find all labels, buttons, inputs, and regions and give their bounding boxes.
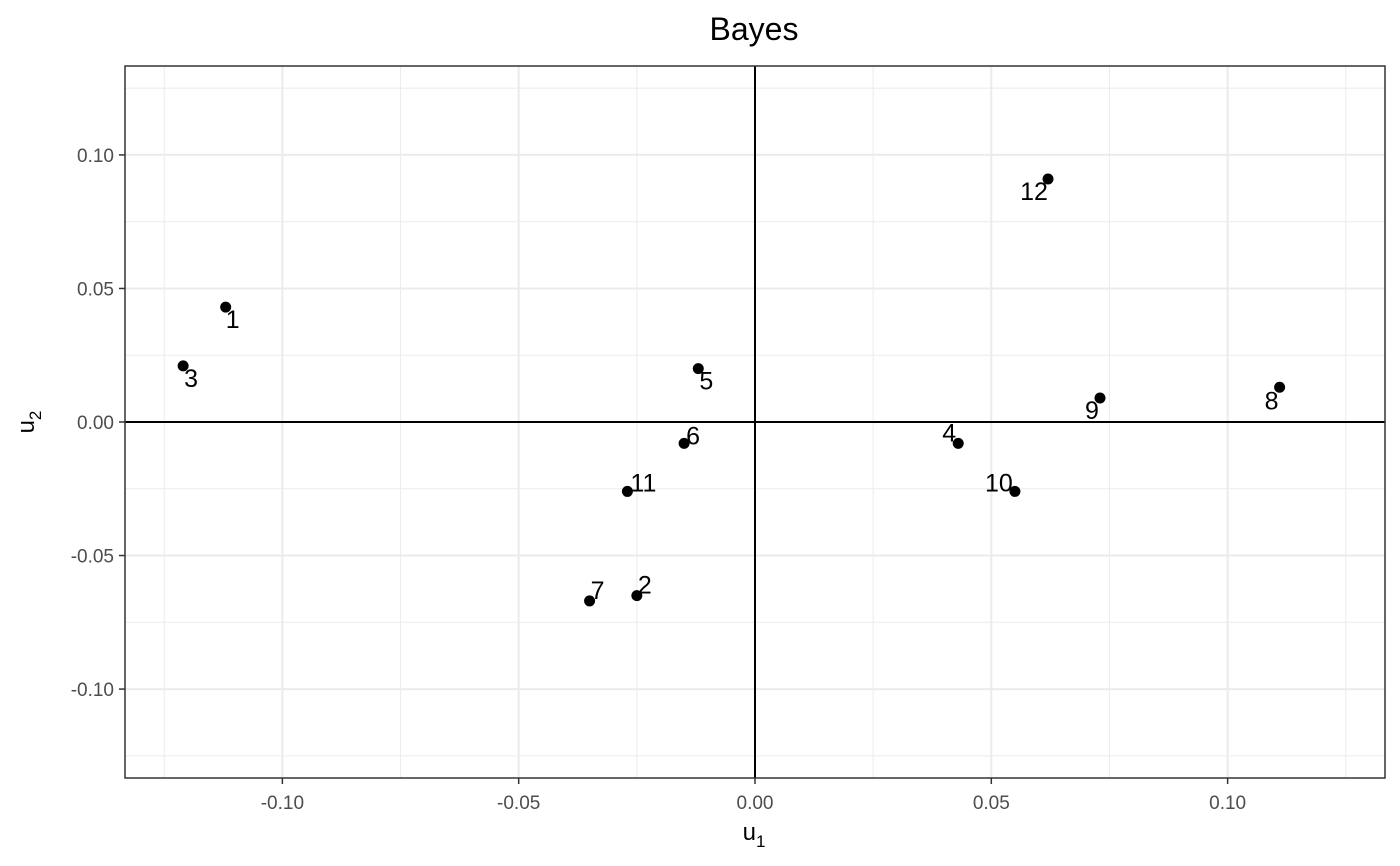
reference-lines (125, 66, 1385, 778)
point-label: 5 (699, 368, 713, 396)
y-tick-label: -0.05 (71, 547, 114, 568)
chart-title: Bayes (710, 11, 799, 47)
y-axis-title-main: u (13, 420, 40, 433)
x-tick-label: 0.10 (1209, 793, 1246, 814)
axis-ticks: -0.10 -0.05 0.00 0.05 0.10 0.10 0.05 0.00 -0.05 -… (71, 146, 1246, 814)
point-label: 1 (226, 306, 240, 334)
point-label: 9 (1085, 397, 1099, 425)
point-label: 11 (630, 469, 656, 497)
y-tick-label: -0.10 (71, 680, 114, 701)
data-point (952, 437, 964, 449)
y-tick-label: 0.05 (77, 279, 114, 300)
data-point (631, 590, 643, 602)
point-label: 3 (184, 365, 198, 393)
data-point (220, 301, 232, 313)
y-tick-label: 0.10 (77, 146, 114, 167)
y-tick-label: 0.00 (77, 413, 114, 434)
point-label: 10 (985, 469, 1013, 497)
data-point (177, 360, 189, 372)
x-tick-label: 0.00 (737, 793, 774, 814)
y-axis-title-subscript: 2 (26, 411, 45, 420)
x-axis-title-main: u (743, 819, 756, 846)
data-points (177, 173, 1286, 607)
data-point (1094, 392, 1106, 404)
point-label: 12 (1020, 178, 1048, 206)
x-tick-label: -0.05 (497, 793, 540, 814)
data-point (692, 363, 704, 375)
x-tick-label: -0.10 (261, 793, 304, 814)
y-axis-title: u2 (13, 411, 45, 434)
x-axis-title-subscript: 1 (756, 832, 765, 851)
point-label: 4 (942, 419, 956, 447)
point-label: 8 (1265, 387, 1279, 415)
data-point (1042, 173, 1054, 185)
x-axis-title: u1 (743, 819, 766, 851)
data-point (1009, 485, 1021, 497)
data-point (678, 437, 690, 449)
x-tick-label: 0.05 (973, 793, 1010, 814)
data-point (1274, 381, 1286, 393)
point-label: 2 (638, 572, 652, 600)
point-label: 6 (686, 422, 700, 450)
data-point (584, 595, 596, 607)
point-label: 7 (591, 577, 605, 605)
data-point (621, 485, 633, 497)
